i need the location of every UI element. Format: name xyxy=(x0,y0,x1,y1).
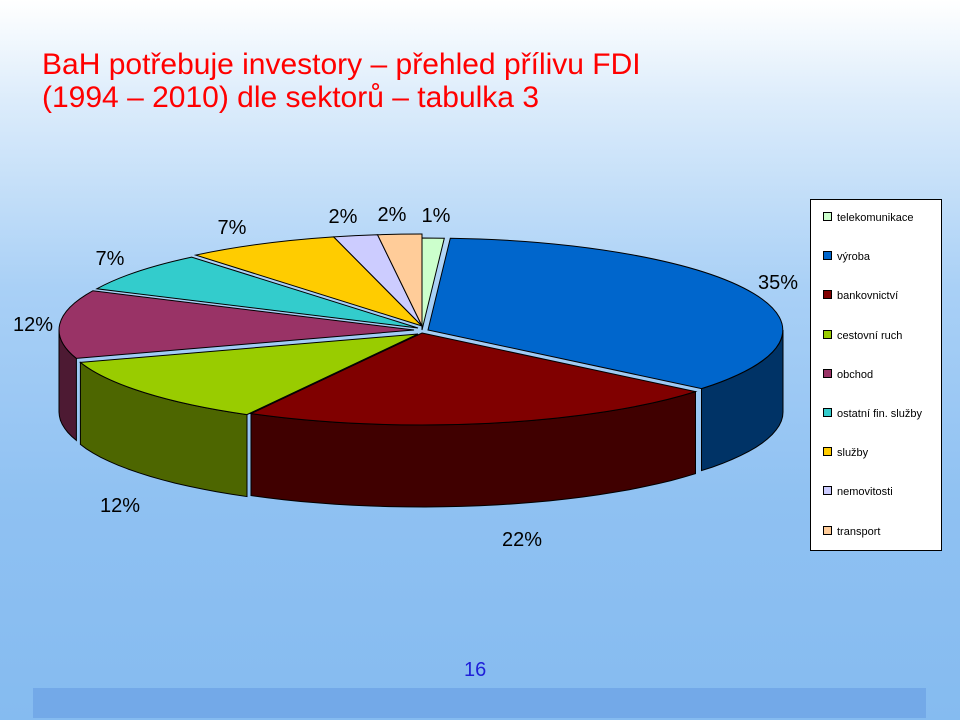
legend-item-služby: služby xyxy=(823,446,868,460)
legend-item-telekomunikace: telekomunikace xyxy=(823,211,913,225)
legend-label: transport xyxy=(837,525,881,538)
legend-swatch xyxy=(823,447,832,457)
legend-item-bankovnictví: bankovnictví xyxy=(823,289,898,303)
pie-slices xyxy=(58,233,784,426)
legend-item-cestovní-ruch: cestovní ruch xyxy=(823,329,902,343)
legend-swatch xyxy=(823,212,832,221)
slice-label-cestovní-ruch: 12% xyxy=(100,495,140,517)
legend-label: bankovnictví xyxy=(837,290,899,303)
slice-label-ostatní-fin.-služby: 7% xyxy=(96,248,125,270)
legend-swatch xyxy=(823,525,832,535)
legend-label: výroba xyxy=(837,251,871,264)
legend-label: obchod xyxy=(837,368,874,381)
pie-slice-bankovnictví xyxy=(249,332,698,426)
legend-item-ostatní-fin.-služby: ostatní fin. služby xyxy=(823,407,922,421)
pie-slice-transport xyxy=(376,233,423,327)
legend-label: služby xyxy=(837,447,869,460)
legend-swatch xyxy=(823,329,832,339)
chart-legend: telekomunikace výroba bankovnictví cestovní… xyxy=(810,199,942,551)
slice-label-nemovitosti: 2% xyxy=(329,206,358,228)
legend-label: cestovní ruch xyxy=(837,329,903,342)
slice-label-transport: 2% xyxy=(378,204,407,226)
pie-sides xyxy=(58,329,784,508)
pie-slice-obchod xyxy=(58,290,415,359)
legend-label: nemovitosti xyxy=(837,486,893,499)
pie-slice-ostatní-fin.-služby xyxy=(95,256,419,329)
slice-label-bankovnictví: 22% xyxy=(502,529,542,551)
pie-slice-služby xyxy=(193,236,423,327)
legend-item-výroba: výroba xyxy=(823,250,870,264)
legend-swatch xyxy=(823,486,832,496)
title-line-1: BaH potřebuje investory – přehled příliv… xyxy=(42,48,641,81)
legend-item-nemovitosti: nemovitosti xyxy=(823,485,893,499)
slice-label-telekomunikace: 1% xyxy=(422,205,451,227)
legend-item-transport: transport xyxy=(823,525,880,539)
pie-slice-výroba xyxy=(427,237,784,390)
title-line-2: (1994 – 2010) dle sektorů – tabulka 3 xyxy=(42,81,540,114)
legend-swatch xyxy=(823,408,832,417)
slide-title: BaH potřebuje investory – přehled příliv… xyxy=(42,48,641,114)
legend-swatch xyxy=(823,368,832,378)
legend-item-obchod: obchod xyxy=(823,368,873,382)
slice-label-služby: 7% xyxy=(218,217,247,239)
pie-slice-cestovní-ruch xyxy=(79,333,419,416)
page-number: 16 xyxy=(464,659,487,681)
slice-label-obchod: 12% xyxy=(13,314,53,336)
slice-label-výroba: 35% xyxy=(758,272,798,294)
footer-bar xyxy=(33,688,926,718)
pie-labels: 1% 35% 22% 12% 12% 7% 7% 2% 2% xyxy=(13,204,798,551)
legend-swatch xyxy=(823,290,832,300)
legend-label: ostatní fin. služby xyxy=(837,408,922,420)
legend-swatch xyxy=(823,251,832,261)
legend-label: telekomunikace xyxy=(837,212,914,224)
